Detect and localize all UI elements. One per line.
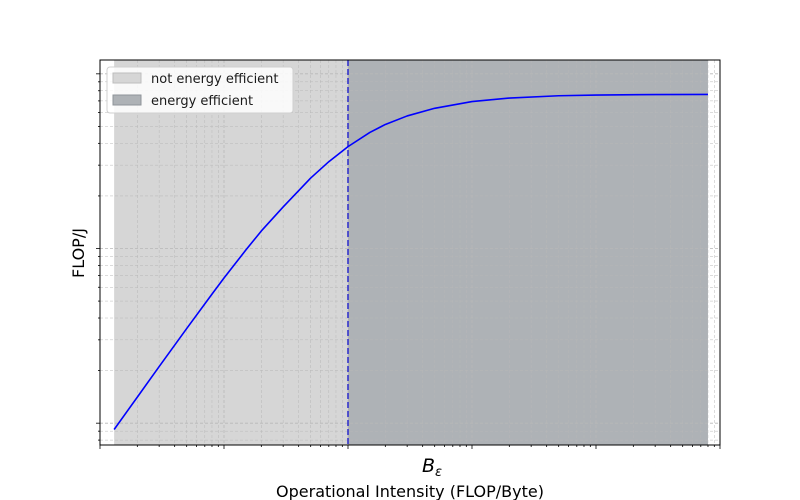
legend-swatch-not-energy-efficient bbox=[112, 72, 142, 84]
x-tick-label-b-epsilon: Bε bbox=[422, 455, 442, 480]
grid-layer bbox=[100, 60, 720, 445]
legend-label-energy-efficient: energy efficient bbox=[151, 94, 253, 109]
legend-swatch-energy-efficient bbox=[112, 94, 142, 106]
ticks-layer bbox=[96, 73, 721, 449]
regions-layer bbox=[114, 60, 708, 445]
legend: not energy efficient energy efficient bbox=[106, 66, 294, 114]
x-axis-label: Operational Intensity (FLOP/Byte) bbox=[276, 482, 544, 500]
legend-box bbox=[106, 66, 294, 114]
legend-label-not-energy-efficient: not energy efficient bbox=[151, 72, 279, 87]
plot-frame bbox=[99, 59, 721, 446]
region-1 bbox=[348, 60, 708, 445]
series-layer bbox=[113, 93, 708, 430]
y-axis-label: FLOP/J bbox=[69, 228, 88, 278]
region-0 bbox=[114, 60, 349, 445]
series-line-0 bbox=[113, 93, 708, 430]
